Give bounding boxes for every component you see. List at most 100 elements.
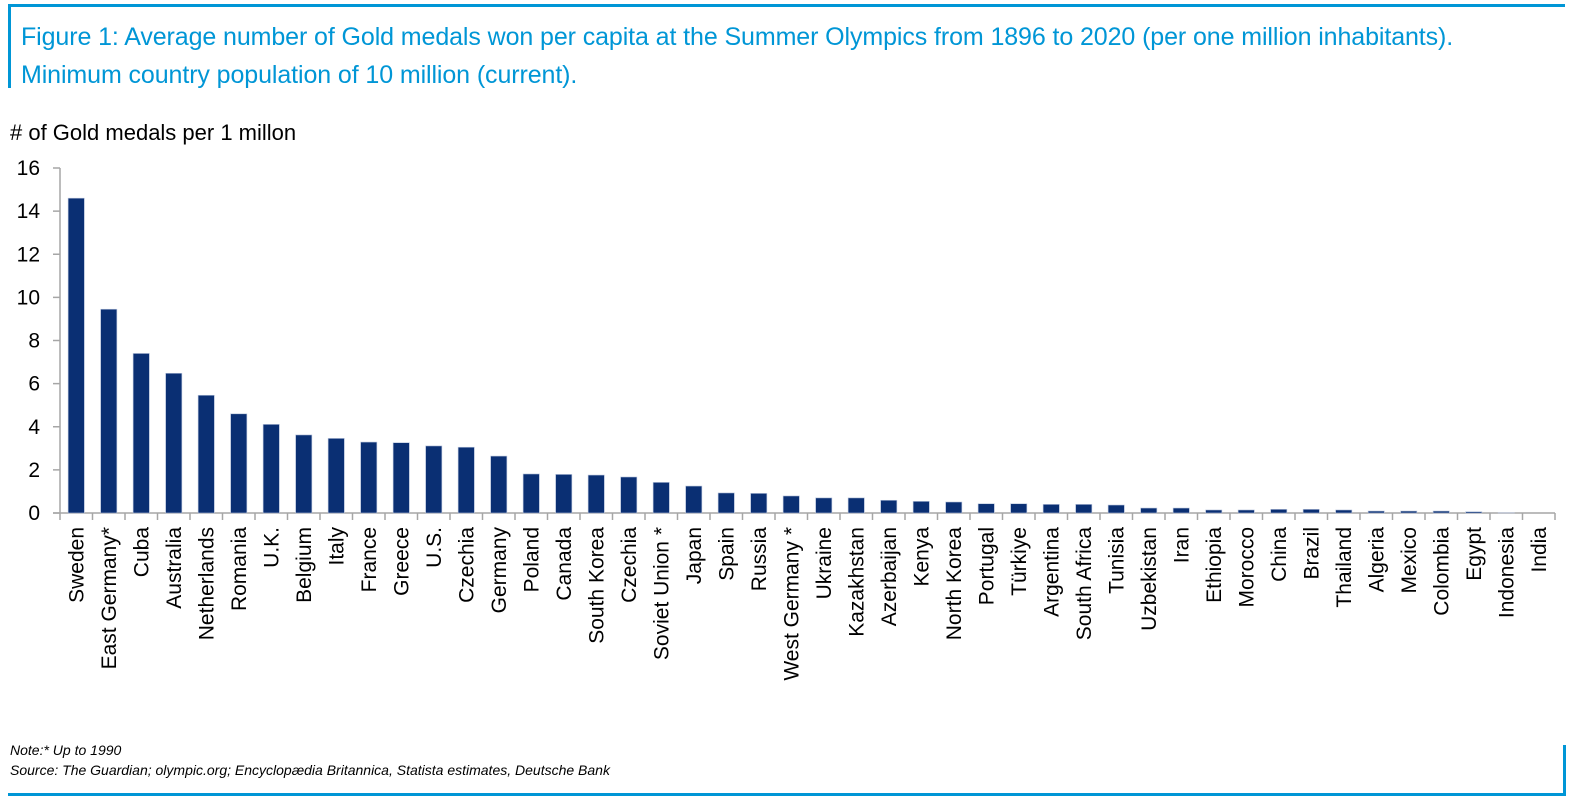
bar: [1075, 504, 1093, 514]
figure-title: Figure 1: Average number of Gold medals …: [21, 23, 1454, 89]
x-tick-label: U.K.: [260, 527, 283, 568]
bar: [815, 497, 833, 514]
x-axis: [53, 512, 1556, 520]
bar: [1140, 507, 1158, 514]
x-tick-label: Tunisia: [1105, 527, 1128, 594]
bar: [327, 438, 345, 514]
bar: [847, 497, 865, 514]
bar: [392, 442, 410, 514]
x-tick-label: Indonesia: [1495, 527, 1518, 618]
bar: [425, 445, 443, 514]
x-tick-label: Colombia: [1430, 527, 1453, 616]
x-tick-label: Kenya: [910, 527, 933, 587]
x-tick-label: Brazil: [1300, 527, 1323, 580]
bar: [1010, 503, 1028, 514]
bar: [67, 197, 85, 514]
x-tick-label: Italy: [325, 527, 348, 566]
bar: [1367, 510, 1385, 514]
x-tick-label: South Africa: [1073, 527, 1096, 641]
y-tick-label: 2: [28, 459, 40, 482]
x-tick-label: U.S.: [423, 527, 446, 568]
bar: [165, 372, 183, 514]
bar: [717, 492, 735, 514]
bar: [360, 441, 378, 514]
bar: [587, 474, 605, 514]
x-tick-label: Spain: [715, 527, 738, 581]
x-tick-label: Canada: [553, 527, 576, 601]
y-tick-label: 6: [28, 373, 40, 396]
bar: [100, 308, 118, 514]
bar: [1270, 509, 1288, 514]
bar: [1302, 509, 1320, 514]
figure-source: Source: The Guardian; olympic.org; Encyc…: [10, 762, 610, 778]
x-tick-label: Netherlands: [195, 527, 218, 640]
bar: [912, 501, 930, 514]
x-tick-label: Kazakhstan: [845, 527, 868, 637]
bar: [490, 455, 508, 514]
x-tick-label: Ethiopia: [1203, 527, 1226, 603]
x-tick-label: Australia: [163, 527, 186, 609]
x-tick-label: Portugal: [975, 527, 998, 605]
bar: [880, 499, 898, 514]
bar: [652, 482, 670, 514]
x-tick-label: Iran: [1170, 527, 1193, 563]
bar: [1465, 511, 1483, 514]
bar: [132, 353, 150, 514]
bar: [1432, 510, 1450, 514]
x-tick-label: Romania: [228, 527, 251, 611]
bar: [1107, 504, 1125, 514]
x-tick-label: Cuba: [130, 527, 153, 578]
bar: [457, 446, 475, 514]
x-tick-label: Argentina: [1040, 527, 1063, 617]
x-tick-label: East Germany*: [98, 527, 121, 669]
bar: [230, 413, 248, 514]
bar: [1335, 509, 1353, 514]
x-tick-label: Sweden: [65, 527, 88, 603]
bar: [295, 434, 313, 514]
y-tick-label: 8: [28, 330, 40, 353]
x-tick-label: Azerbaijan: [878, 527, 901, 626]
x-tick-label: South Korea: [585, 527, 608, 644]
y-tick-label: 4: [28, 416, 40, 439]
frame-right-border: [1563, 745, 1566, 796]
bar: [782, 495, 800, 514]
x-tick-label: Egypt: [1463, 527, 1486, 581]
x-tick-label: Algeria: [1365, 527, 1388, 593]
bar: [1237, 509, 1255, 514]
y-tick-label: 16: [17, 157, 40, 180]
y-axis-label: # of Gold medals per 1 millon: [10, 120, 297, 145]
x-tick-label: France: [358, 527, 381, 592]
bar: [1042, 504, 1060, 514]
x-tick-label: Türkiye: [1008, 527, 1031, 596]
x-tick-label: China: [1268, 527, 1291, 582]
x-tick-label: Czechia: [618, 527, 641, 603]
bar: [620, 476, 638, 514]
x-tick-label: Poland: [520, 527, 543, 592]
x-tick-label: Russia: [748, 527, 771, 592]
bar: [1205, 509, 1223, 514]
frame-top-border: [8, 4, 1565, 7]
bar: [1400, 510, 1418, 514]
y-tick-label: 14: [17, 200, 41, 223]
x-tick-label: Japan: [683, 527, 706, 584]
x-tick-labels: Sweden East Germany* Cuba Australia Netherla…: [65, 527, 1551, 681]
x-tick-label: Thailand: [1333, 527, 1356, 608]
y-tick-label: 0: [28, 502, 40, 525]
x-tick-label: Greece: [390, 527, 413, 596]
y-axis: 0 2 4 6 8 10 12 14 16: [17, 157, 61, 525]
x-tick-label: Ukraine: [813, 527, 836, 599]
bar: [945, 501, 963, 514]
bar: [522, 473, 540, 514]
x-tick-label: Soviet Union *: [650, 527, 673, 660]
frame-bottom-border: [8, 793, 1566, 796]
x-tick-label: Belgium: [293, 527, 316, 603]
x-tick-label: West Germany *: [780, 527, 803, 681]
y-tick-label: 12: [17, 243, 40, 266]
bar: [197, 394, 215, 514]
bar: [977, 503, 995, 514]
figure-note: Note:* Up to 1990: [10, 742, 122, 758]
bar: [262, 424, 280, 514]
x-tick-label: Czechia: [455, 527, 478, 603]
bars: [67, 197, 1515, 514]
